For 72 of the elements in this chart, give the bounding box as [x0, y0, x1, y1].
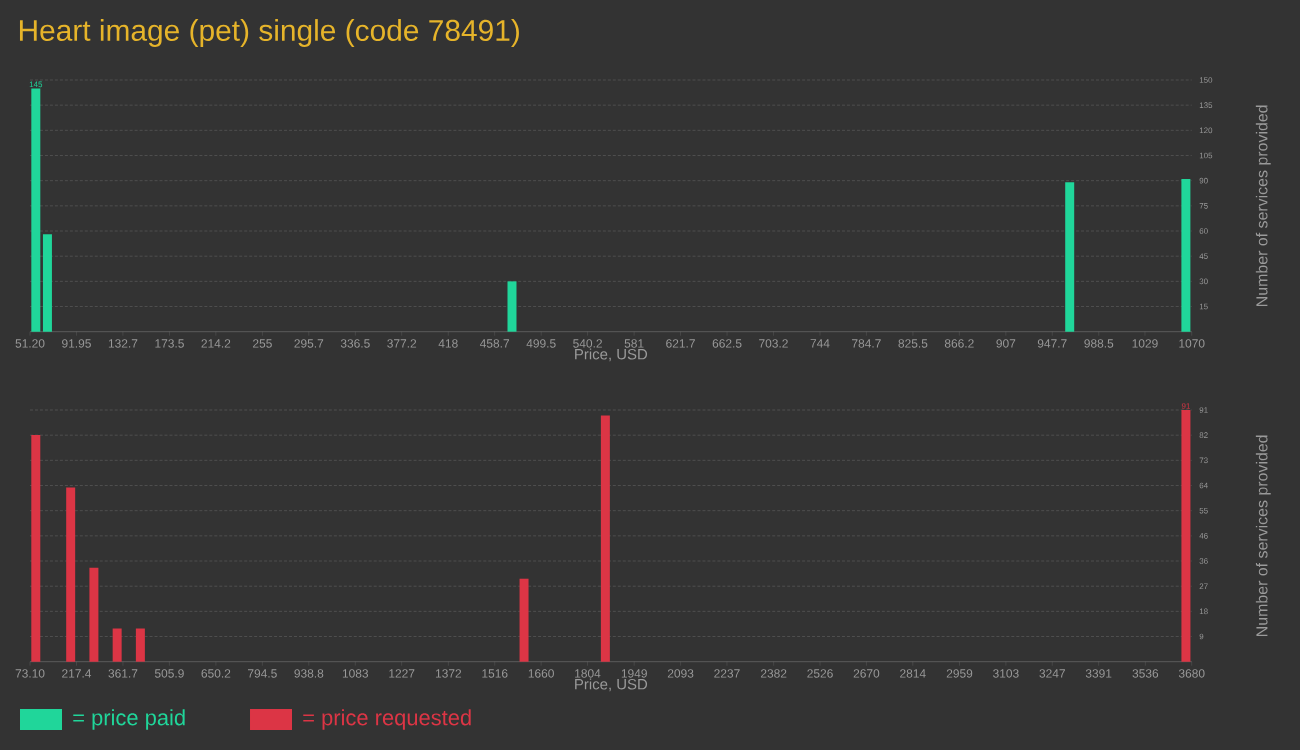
x-tick-label: 255 — [253, 339, 272, 348]
x-tick-label: 336.5 — [340, 339, 370, 348]
x-tick-label: 73.10 — [15, 669, 45, 678]
x-tick-label: 3536 — [1132, 669, 1159, 678]
x-tick-label: 1227 — [389, 669, 415, 678]
x-tick-label: 794.5 — [248, 669, 277, 678]
bar — [66, 487, 76, 662]
x-tick-label: 1070 — [1179, 339, 1205, 348]
bar — [42, 234, 52, 332]
x-tick-label: 1029 — [1132, 339, 1158, 348]
x-tick-label: 2526 — [807, 669, 833, 678]
bar — [112, 628, 122, 662]
bar — [600, 415, 610, 662]
x-tick-label: 505.9 — [154, 669, 184, 678]
x-tick-label: 2382 — [760, 669, 787, 678]
x-tick-label: 866.2 — [944, 339, 974, 348]
x-tick-label: 3103 — [993, 669, 1019, 678]
x-tick-label: 581 — [624, 339, 644, 348]
x-axis-title: Price, USD — [575, 348, 648, 362]
bar — [89, 567, 99, 662]
x-tick-label: 1660 — [528, 669, 554, 678]
x-tick-label: 907 — [996, 339, 1016, 348]
x-tick-label: 662.5 — [712, 339, 742, 348]
x-tick-label: 377.2 — [387, 339, 417, 348]
bar — [507, 281, 517, 332]
y-axis-title: Number of services provided — [1255, 105, 1271, 306]
x-tick-label: 947.7 — [1037, 339, 1067, 348]
x-tick-label: 3391 — [1085, 669, 1112, 678]
x-tick-label: 295.7 — [294, 339, 324, 348]
x-tick-label: 1804 — [575, 669, 601, 678]
x-tick-label: 3247 — [1039, 669, 1065, 678]
bar — [1181, 410, 1191, 662]
x-tick-label: 91.95 — [62, 339, 91, 348]
x-tick-label: 540.2 — [573, 339, 602, 348]
x-axis-title: Price, USD — [575, 678, 648, 692]
bar — [519, 578, 529, 662]
x-tick-label: 458.7 — [479, 339, 510, 348]
legend-label: = price paid — [73, 709, 185, 730]
x-tick-label: 173.5 — [155, 339, 184, 348]
x-tick-label: 703.2 — [759, 339, 788, 348]
x-tick-label: 361.7 — [108, 669, 138, 678]
x-tick-label: 217.4 — [62, 669, 92, 678]
x-tick-label: 2670 — [853, 669, 880, 678]
x-tick-label: 1949 — [621, 669, 647, 678]
bar — [31, 88, 41, 332]
x-tick-label: 214.2 — [201, 339, 231, 348]
x-tick-label: 650.2 — [201, 669, 231, 678]
x-tick-label: 784.7 — [852, 339, 881, 348]
x-tick-label: 51.20 — [15, 339, 45, 348]
x-tick-label: 3680 — [1178, 669, 1205, 678]
x-tick-label: 744 — [810, 339, 830, 348]
x-tick-label: 1372 — [435, 669, 462, 678]
bar — [135, 628, 145, 662]
y-axis-title: Number of services provided — [1255, 435, 1271, 636]
x-tick-label: 418 — [438, 339, 458, 348]
x-tick-label: 988.5 — [1084, 339, 1114, 348]
x-tick-label: 825.5 — [898, 339, 928, 348]
bar — [1181, 179, 1191, 332]
x-tick-label: 2959 — [946, 669, 973, 678]
x-tick-label: 499.5 — [526, 339, 556, 348]
chart-title: Heart image (pet) single (code 78491) — [19, 19, 519, 47]
x-tick-label: 621.7 — [666, 339, 695, 348]
x-tick-label: 1516 — [482, 669, 508, 678]
bar — [1065, 182, 1075, 332]
x-tick-label: 2237 — [714, 669, 740, 678]
legend-label: = price requested — [303, 709, 471, 730]
x-tick-label: 2093 — [667, 669, 694, 678]
x-tick-label: 2814 — [900, 669, 926, 678]
x-tick-label: 938.8 — [294, 669, 324, 678]
bar — [31, 434, 41, 662]
x-tick-label: 1083 — [342, 669, 369, 678]
x-tick-label: 132.7 — [108, 339, 138, 348]
